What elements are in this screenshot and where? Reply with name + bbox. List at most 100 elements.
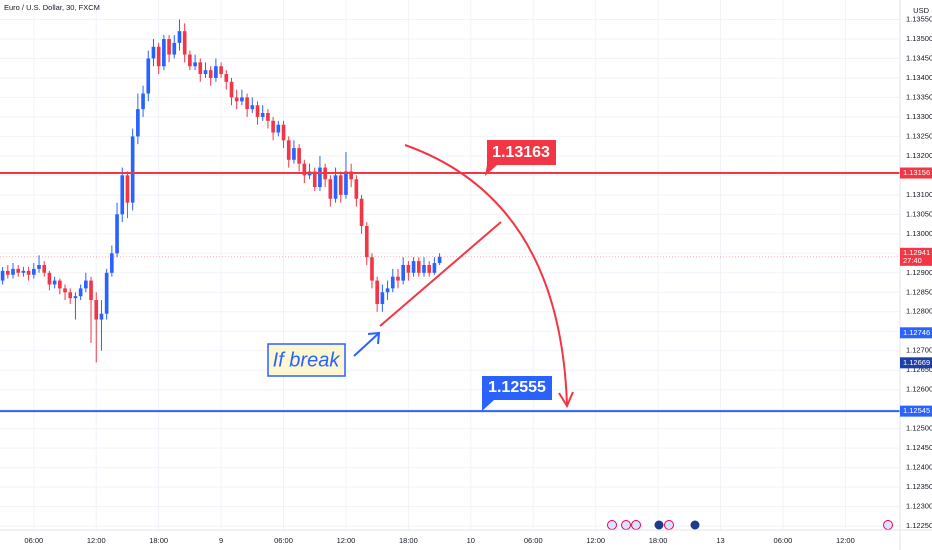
price-lines xyxy=(0,172,900,413)
candle-body xyxy=(42,265,47,273)
callout xyxy=(482,376,552,411)
candle-body xyxy=(219,66,223,75)
x-tick-label: 18:00 xyxy=(149,536,168,545)
candle-body xyxy=(21,270,26,273)
candle-body xyxy=(276,124,281,133)
arrow-head xyxy=(367,331,381,345)
y-tick-label: 1.12350 xyxy=(906,482,932,491)
candle-body xyxy=(156,46,161,67)
candle-body xyxy=(151,46,156,59)
candle-body xyxy=(245,97,249,110)
candle-body xyxy=(344,171,348,195)
candle-body xyxy=(234,97,239,102)
candle-body xyxy=(427,265,432,273)
candle-body xyxy=(214,66,218,78)
candle-body xyxy=(73,296,78,299)
y-tick-label: 1.12600 xyxy=(906,385,932,394)
price-badge xyxy=(900,357,932,369)
event-icon xyxy=(621,520,631,530)
candle-body xyxy=(416,261,421,273)
candle-body xyxy=(47,272,52,285)
y-tick-label: 1.12800 xyxy=(906,307,932,316)
candle-body xyxy=(349,171,353,180)
axes: 1.13550 1.13500 1.13450 1.13400 1.13350 1.133… xyxy=(24,14,932,545)
candle-body xyxy=(255,105,260,117)
x-tick-label: 12:00 xyxy=(87,536,106,545)
candle-body xyxy=(78,288,83,297)
candle-body xyxy=(203,70,208,75)
chart-title: Euro / U.S. Dollar, 30, FXCM xyxy=(4,3,100,12)
grid xyxy=(0,0,900,530)
candle-body xyxy=(58,280,62,289)
candle-body xyxy=(271,120,275,133)
candle-body xyxy=(115,214,119,254)
x-tick-label: 06:00 xyxy=(524,536,543,545)
y-tick-label: 1.13550 xyxy=(906,14,932,23)
price-badge xyxy=(900,247,932,266)
candle-body xyxy=(432,263,437,273)
curved-arrow xyxy=(404,144,568,406)
event-icons xyxy=(607,520,893,530)
y-tick-label: 1.13050 xyxy=(906,209,932,218)
callout xyxy=(485,140,556,176)
y-tick-label: 1.13100 xyxy=(906,190,932,199)
candle-body xyxy=(390,276,395,289)
candle-body xyxy=(11,268,15,275)
candle-body xyxy=(167,38,171,55)
candle-body xyxy=(16,268,21,273)
y-tick-label: 1.13350 xyxy=(906,92,932,101)
candle-body xyxy=(208,70,213,78)
note-box xyxy=(267,343,346,377)
candle-body xyxy=(240,97,244,102)
candle-body xyxy=(375,280,379,304)
candle-body xyxy=(31,268,36,275)
price-badge xyxy=(900,167,932,179)
trend-line xyxy=(379,221,502,327)
candle-body xyxy=(188,54,192,67)
y-tick-label: 1.12850 xyxy=(906,287,932,296)
candle-body xyxy=(354,179,359,199)
candle-body xyxy=(26,270,31,275)
candle-body xyxy=(364,226,369,258)
candle-body xyxy=(94,300,99,320)
candle-body xyxy=(312,171,317,188)
candle-body xyxy=(63,288,67,293)
candle-body xyxy=(302,163,307,176)
x-tick-label: 06:00 xyxy=(24,536,43,545)
x-tick-label: 12:00 xyxy=(586,536,605,545)
candle-body xyxy=(370,257,374,281)
candle-body xyxy=(177,31,182,43)
event-icon xyxy=(664,520,674,530)
y-tick-label: 1.12900 xyxy=(906,268,932,277)
candle-body xyxy=(0,270,5,281)
y-tick-label: 1.12300 xyxy=(906,502,932,511)
y-tick-label: 1.13300 xyxy=(906,112,932,121)
candle-body xyxy=(338,175,343,195)
note-text: If break xyxy=(273,349,341,371)
countdown-text: 27:40 xyxy=(903,256,922,265)
y-tick-label: 1.13200 xyxy=(906,151,932,160)
x-tick-label: 06:00 xyxy=(774,536,793,545)
candle-body xyxy=(52,280,57,285)
y-tick-label: 1.13250 xyxy=(906,131,932,140)
currency: USD xyxy=(913,6,929,15)
callout-text: 1.12555 xyxy=(488,379,546,396)
candles xyxy=(0,19,442,363)
x-tick-label: 06:00 xyxy=(274,536,293,545)
event-icon xyxy=(631,520,641,530)
y-tick-label: 1.12700 xyxy=(906,346,932,355)
y-tick-label: 1.13450 xyxy=(906,53,932,62)
candle-body xyxy=(292,148,296,160)
candle-body xyxy=(396,276,400,281)
candle-body xyxy=(229,81,234,98)
x-tick-label: 18:00 xyxy=(649,536,668,545)
price-badge-text: 1.13156 xyxy=(903,168,930,177)
x-tick-label: 9 xyxy=(219,536,223,545)
candle-body xyxy=(286,140,291,160)
price-badge xyxy=(900,405,932,417)
x-tick-label: 18:00 xyxy=(399,536,418,545)
candle-body xyxy=(104,272,109,314)
candle-body xyxy=(333,175,338,199)
candle-body xyxy=(193,62,197,67)
x-tick-label: 10 xyxy=(467,536,475,545)
